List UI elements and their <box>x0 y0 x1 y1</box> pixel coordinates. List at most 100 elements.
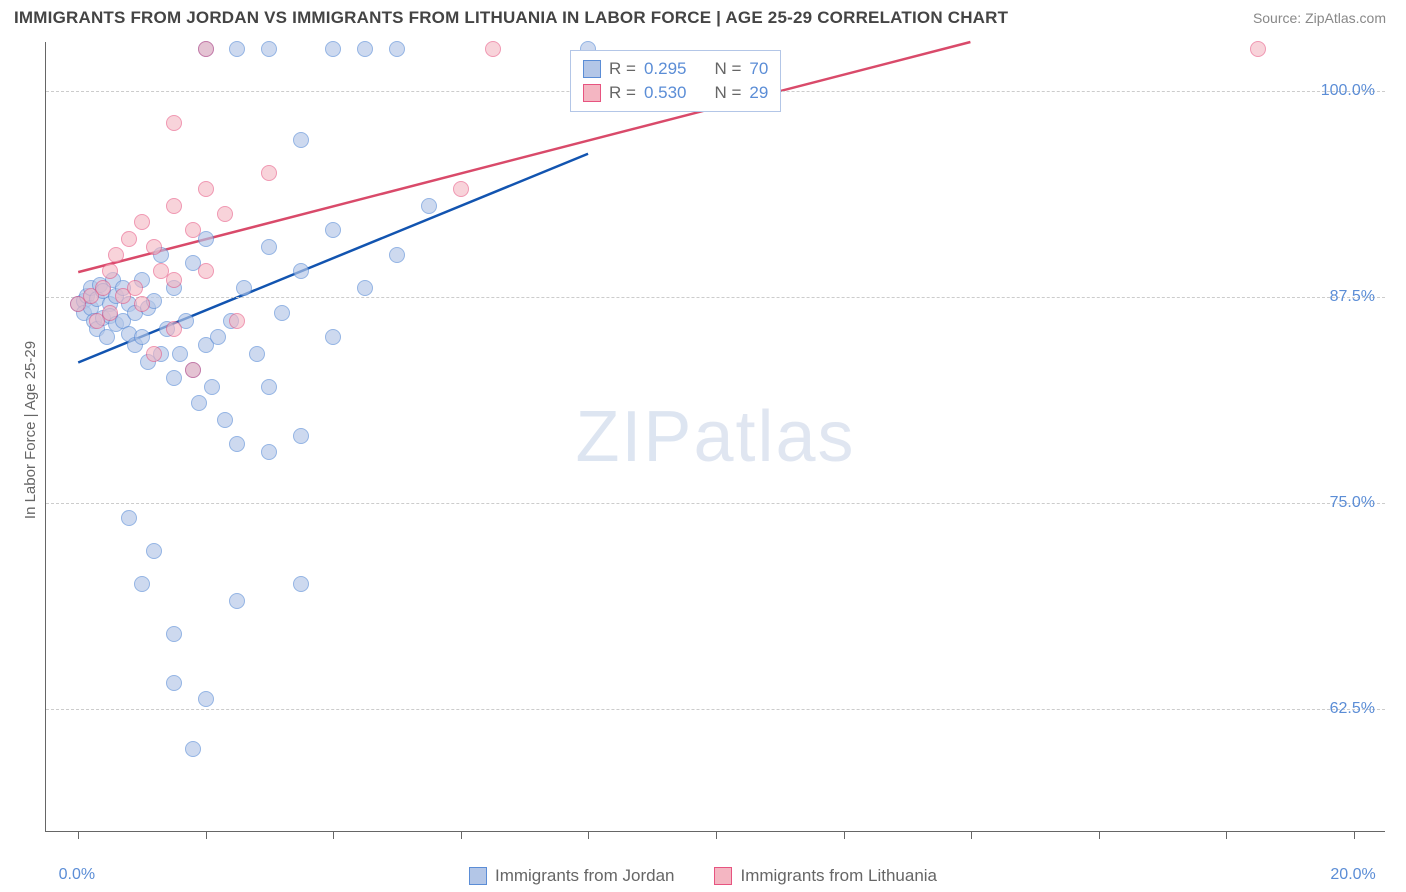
x-tick <box>206 831 207 839</box>
data-point <box>325 222 341 238</box>
data-point <box>146 543 162 559</box>
data-point <box>166 272 182 288</box>
data-point <box>185 362 201 378</box>
gridline <box>46 709 1385 710</box>
legend-n-value: 70 <box>749 59 768 79</box>
data-point <box>261 239 277 255</box>
data-point <box>229 41 245 57</box>
data-point <box>166 626 182 642</box>
x-tick <box>971 831 972 839</box>
x-tick <box>1099 831 1100 839</box>
data-point <box>134 329 150 345</box>
data-point <box>198 691 214 707</box>
data-point <box>210 329 226 345</box>
x-tick <box>1226 831 1227 839</box>
source-label: Source: ZipAtlas.com <box>1253 10 1386 26</box>
data-point <box>166 675 182 691</box>
data-point <box>261 41 277 57</box>
data-point <box>389 41 405 57</box>
x-tick-label: 20.0% <box>1330 866 1375 884</box>
legend-swatch <box>583 84 601 102</box>
data-point <box>261 379 277 395</box>
data-point <box>293 263 309 279</box>
scatter-chart: ZIPatlas 62.5% 75.0% 87.5% 100.0% <box>45 42 1385 832</box>
data-point <box>229 436 245 452</box>
data-point <box>274 305 290 321</box>
x-tick <box>78 831 79 839</box>
data-point <box>485 41 501 57</box>
data-point <box>134 296 150 312</box>
legend-r-label: R = <box>609 59 636 79</box>
gridline <box>46 503 1385 504</box>
x-tick <box>716 831 717 839</box>
data-point <box>121 510 137 526</box>
y-tick-label: 100.0% <box>1321 82 1375 100</box>
data-point <box>166 115 182 131</box>
title-bar: IMMIGRANTS FROM JORDAN VS IMMIGRANTS FRO… <box>0 0 1406 36</box>
legend-item: Immigrants from Lithuania <box>714 866 937 886</box>
data-point <box>204 379 220 395</box>
watermark: ZIPatlas <box>575 396 855 478</box>
data-point <box>217 206 233 222</box>
legend-n-label: N = <box>714 83 741 103</box>
data-point <box>127 280 143 296</box>
data-point <box>166 321 182 337</box>
legend-n-value: 29 <box>749 83 768 103</box>
data-point <box>357 280 373 296</box>
x-tick <box>333 831 334 839</box>
data-point <box>357 41 373 57</box>
data-point <box>121 231 137 247</box>
chart-title: IMMIGRANTS FROM JORDAN VS IMMIGRANTS FRO… <box>14 8 1008 28</box>
data-point <box>236 280 252 296</box>
legend-item: Immigrants from Jordan <box>469 866 675 886</box>
data-point <box>389 247 405 263</box>
y-tick-label: 87.5% <box>1330 288 1375 306</box>
legend-n-label: N = <box>714 59 741 79</box>
data-point <box>261 165 277 181</box>
data-point <box>166 370 182 386</box>
legend-row: R = 0.295 N = 70 <box>583 57 768 81</box>
data-point <box>453 181 469 197</box>
x-tick <box>461 831 462 839</box>
legend-swatch <box>583 60 601 78</box>
data-point <box>325 329 341 345</box>
data-point <box>249 346 265 362</box>
data-point <box>325 41 341 57</box>
data-point <box>172 346 188 362</box>
x-tick-label: 0.0% <box>59 866 95 884</box>
legend-row: R =0.530N =29 <box>583 81 768 105</box>
legend-item-label: Immigrants from Jordan <box>495 866 675 886</box>
correlation-legend: R =0.295N =70R =0.530N =29 <box>570 50 781 112</box>
data-point <box>185 222 201 238</box>
data-point <box>293 428 309 444</box>
legend-r-value: 0.295 <box>644 59 687 79</box>
data-point <box>185 741 201 757</box>
data-point <box>108 247 124 263</box>
data-point <box>134 576 150 592</box>
data-point <box>102 263 118 279</box>
gridline <box>46 297 1385 298</box>
trend-lines <box>46 42 1385 831</box>
data-point <box>146 346 162 362</box>
data-point <box>191 395 207 411</box>
legend-r-label: R = <box>609 83 636 103</box>
data-point <box>293 132 309 148</box>
data-point <box>421 198 437 214</box>
data-point <box>293 576 309 592</box>
y-axis-title: In Labor Force | Age 25-29 <box>22 341 39 519</box>
y-tick-label: 75.0% <box>1330 494 1375 512</box>
legend-swatch <box>714 867 732 885</box>
data-point <box>198 263 214 279</box>
y-tick-label: 62.5% <box>1330 700 1375 718</box>
x-tick <box>588 831 589 839</box>
data-point <box>99 329 115 345</box>
legend-swatch <box>469 867 487 885</box>
data-point <box>166 198 182 214</box>
data-point <box>198 41 214 57</box>
data-point <box>217 412 233 428</box>
data-point <box>261 444 277 460</box>
data-point <box>95 280 111 296</box>
data-point <box>134 214 150 230</box>
data-point <box>229 313 245 329</box>
watermark-light: atlas <box>693 397 855 477</box>
